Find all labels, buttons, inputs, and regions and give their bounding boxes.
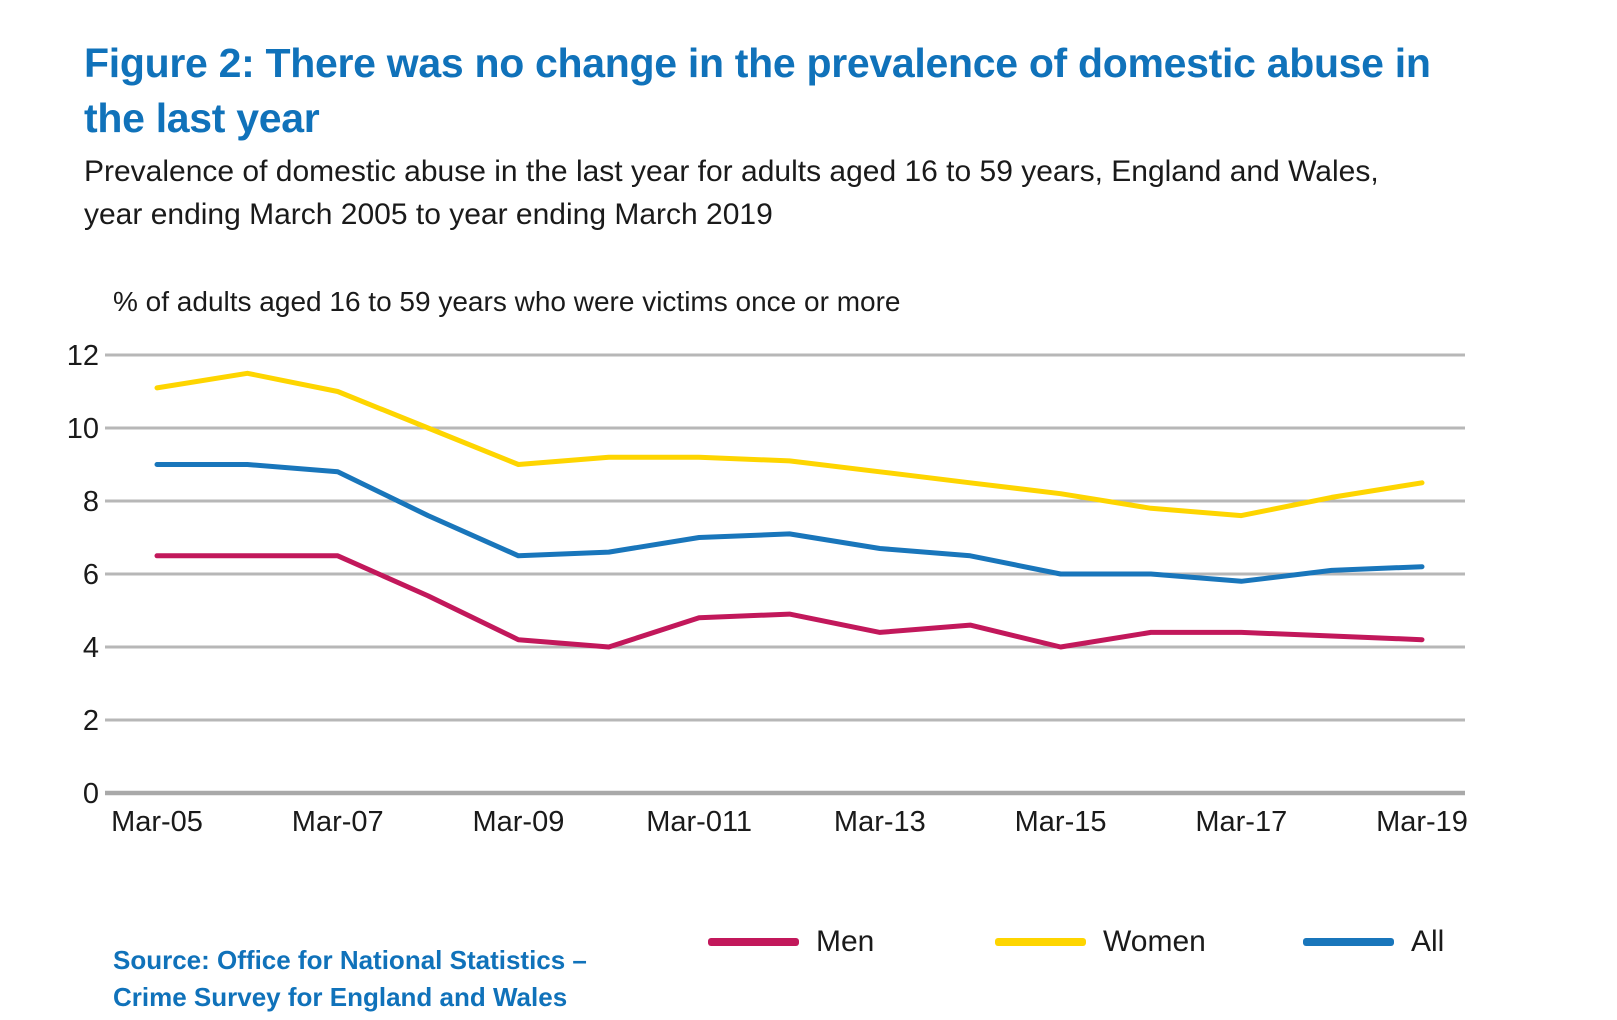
x-tick-label-mar-05: Mar-05 [111,806,203,838]
y-tick-label-6: 6 [83,559,99,591]
x-tick-label-mar-17: Mar-17 [1195,806,1287,838]
legend-item-men: Men [708,925,875,958]
source-credit: Source: Office for National Statistics –… [113,942,587,1016]
figure-subtitle-line-2: year ending March 2005 to year ending Ma… [84,198,773,231]
x-tick-label-mar-15: Mar-15 [1015,806,1107,838]
x-tick-label-mar-13: Mar-13 [834,806,926,838]
legend-label-men: Men [816,925,875,958]
series-line-women [154,370,1425,519]
series-line-men [154,553,1425,650]
legend-item-women: Women [995,925,1206,958]
x-tick-label-mar-09: Mar-09 [472,806,564,838]
legend-item-all: All [1303,925,1445,958]
y-tick-label-2: 2 [83,705,99,737]
x-tick-label-mar-07: Mar-07 [292,806,384,838]
figure-subtitle-line-1: Prevalence of domestic abuse in the last… [84,155,1379,188]
all-line-swatch [1303,938,1394,946]
figure-title: Figure 2: There was no change in the pre… [84,36,1584,146]
source-line-1: Source: Office for National Statistics – [113,945,587,975]
women-line-swatch [995,938,1086,946]
x-tick-label-mar-19: Mar-19 [1376,806,1468,838]
y-axis-title: % of adults aged 16 to 59 years who were… [113,286,901,317]
y-tick-label-12: 12 [67,340,99,372]
figure-title-line-1: Figure 2: There was no change in the pre… [84,40,1431,86]
y-tick-label-8: 8 [83,486,99,518]
source-line-2: Crime Survey for England and Wales [113,982,568,1012]
legend-label-all: All [1411,925,1445,958]
y-tick-label-4: 4 [83,632,99,664]
legend-label-women: Women [1103,925,1206,958]
x-tick-label-mar-011: Mar-011 [646,806,752,838]
series-line-all [154,462,1425,584]
y-tick-label-0: 0 [83,778,99,810]
y-tick-label-10: 10 [67,413,99,445]
figure-title-line-2: the last year [84,95,320,141]
chart-legend: Men Women All [0,925,1617,960]
figure-subtitle: Prevalence of domestic abuse in the last… [84,150,1564,236]
men-line-swatch [708,938,799,946]
